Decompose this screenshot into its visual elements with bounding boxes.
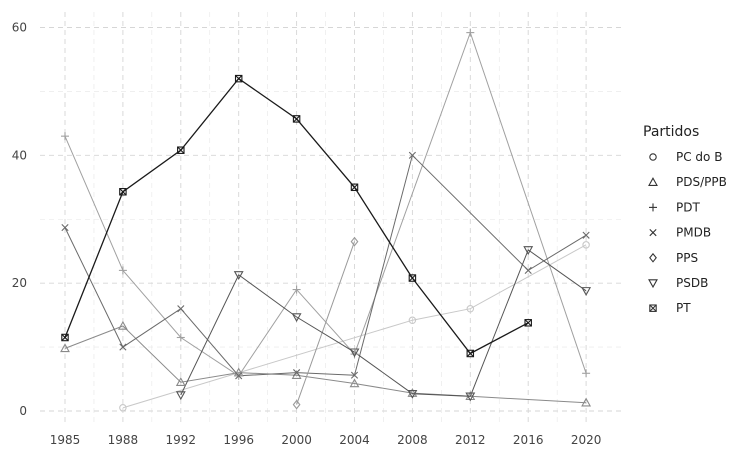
- y-tick-label: 0: [19, 404, 27, 418]
- series-line-pdt: [64, 31, 587, 377]
- data-point-pmdb: [408, 151, 416, 159]
- data-point-pmdb: [177, 305, 185, 313]
- x-tick-label: 2016: [513, 433, 544, 447]
- data-point-pds-ppb: [407, 387, 418, 397]
- marker-layer: [60, 28, 592, 412]
- legend-key-pdt: [649, 203, 657, 212]
- x-tick-label: 2008: [397, 433, 428, 447]
- series-line-psdb: [180, 249, 587, 397]
- data-point-psdb: [175, 391, 186, 401]
- legend-label-psdb: PSDB: [676, 276, 708, 290]
- legend-key-pmdb: [649, 229, 657, 237]
- data-point-pds-ppb: [175, 377, 186, 386]
- x-tick-label: 1992: [166, 433, 197, 447]
- x-tick-label: 2004: [339, 433, 370, 447]
- data-point-pt: [61, 333, 69, 342]
- legend: Partidos PC do B PDS/PPB PDT PMDB PPS PSDB PT: [643, 124, 727, 315]
- legend-key-psdb: [648, 279, 658, 289]
- data-point-psdb: [523, 246, 534, 256]
- data-point-pdt: [118, 266, 127, 275]
- data-point-pt: [408, 274, 417, 282]
- data-point-psdb: [407, 389, 418, 399]
- data-point-pmdb: [524, 266, 532, 274]
- legend-key-pds-ppb: [648, 177, 658, 186]
- legend-title: Partidos: [643, 124, 699, 140]
- data-point-pps: [350, 236, 359, 247]
- legend-item-pt: PT: [649, 301, 691, 315]
- axis-labels: 1985 1988 1992 1996 2000 2004 2008 2012 2016 2020…: [12, 21, 602, 448]
- data-point-pt: [119, 188, 127, 196]
- data-point-pds-ppb: [60, 343, 70, 353]
- data-point-psdb: [465, 392, 476, 402]
- legend-item-psdb: PSDB: [648, 276, 708, 290]
- legend-item-pmdb: PMDB: [649, 226, 711, 240]
- data-point-pdt: [466, 28, 475, 37]
- legend-label-pdt: PDT: [676, 200, 700, 214]
- data-point-pdt: [582, 369, 591, 378]
- legend-key-pc-do-b: [649, 153, 657, 161]
- legend-item-pdt: PDT: [649, 200, 700, 214]
- legend-item-pps: PPS: [649, 251, 698, 265]
- legend-key-pt: [649, 304, 657, 312]
- x-tick-label: 1996: [223, 433, 254, 447]
- data-point-psdb: [291, 313, 302, 323]
- y-tick-label: 60: [12, 21, 27, 35]
- data-point-psdb: [581, 287, 592, 296]
- x-tick-label: 2020: [571, 433, 602, 447]
- data-point-pdt: [292, 285, 301, 294]
- data-point-pc-do-b: [582, 241, 590, 249]
- data-point-pmdb: [61, 223, 69, 232]
- data-point-pdt: [61, 132, 69, 141]
- data-point-psdb: [349, 348, 360, 358]
- legend-item-pds-ppb: PDS/PPB: [648, 175, 727, 189]
- x-tick-label: 2012: [455, 433, 486, 447]
- legend-item-pc-do-b: PC do B: [649, 150, 722, 164]
- data-point-pt: [292, 115, 301, 123]
- x-tick-label: 2000: [281, 433, 312, 447]
- data-point-pc-do-b: [119, 404, 127, 412]
- data-point-pmdb: [582, 231, 590, 239]
- y-tick-label: 20: [12, 276, 27, 290]
- x-tick-label: 1988: [108, 433, 139, 447]
- y-tick-label: 40: [12, 148, 27, 162]
- data-point-pc-do-b: [408, 316, 417, 324]
- data-point-psdb: [233, 271, 244, 280]
- series-line-pps: [296, 241, 355, 405]
- series-line-pc-do-b: [122, 244, 587, 409]
- data-point-pps: [292, 399, 301, 410]
- data-point-pt: [350, 183, 359, 192]
- data-point-pt: [524, 319, 532, 327]
- legend-label-pds-ppb: PDS/PPB: [676, 175, 727, 189]
- data-point-pmdb: [293, 369, 301, 377]
- data-point-pds-ppb: [349, 378, 360, 388]
- data-point-pt: [466, 349, 475, 358]
- legend-label-pmdb: PMDB: [676, 226, 711, 240]
- grid: [40, 12, 624, 424]
- data-point-pds-ppb: [117, 320, 128, 330]
- data-point-pmdb: [350, 371, 359, 379]
- legend-label-pt: PT: [676, 301, 691, 315]
- data-point-pt: [177, 146, 185, 154]
- x-tick-label: 1985: [50, 433, 81, 447]
- data-point-pmdb: [119, 343, 127, 351]
- data-point-pdt: [176, 333, 185, 342]
- data-point-pt: [234, 74, 243, 83]
- legend-label-pc-do-b: PC do B: [676, 150, 722, 164]
- legend-key-pps: [649, 252, 657, 263]
- data-point-pds-ppb: [581, 397, 592, 407]
- data-point-pc-do-b: [466, 304, 475, 313]
- data-point-pmdb: [235, 372, 243, 380]
- legend-label-pps: PPS: [676, 251, 698, 265]
